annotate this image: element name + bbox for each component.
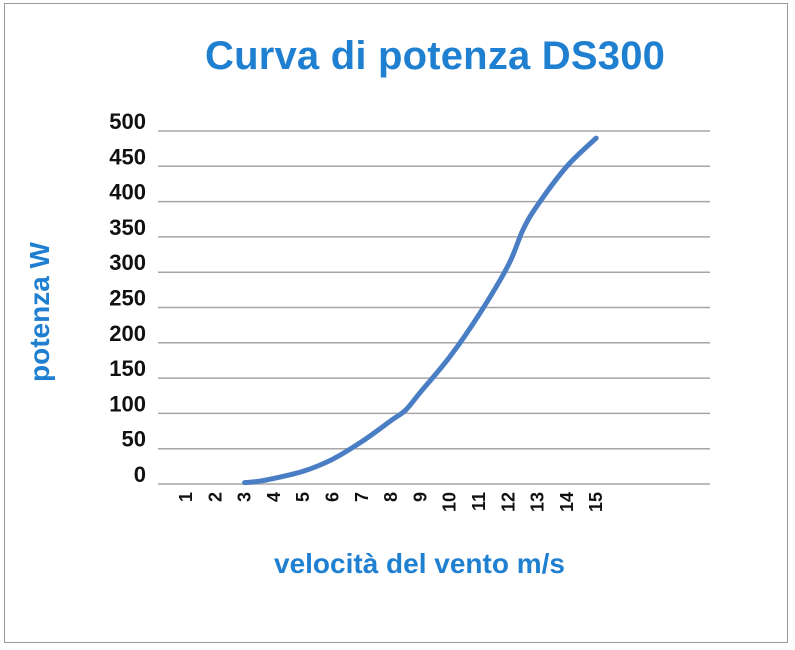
chart-title: Curva di potenza DS300 bbox=[205, 34, 666, 78]
x-tick-14: 14 bbox=[557, 492, 577, 512]
series-line-0 bbox=[242, 135, 599, 486]
x-tick-labels: 1 2 3 4 5 6 7 8 9 10 11 12 13 14 15 bbox=[176, 492, 606, 512]
x-tick-1: 1 bbox=[176, 492, 196, 502]
y-tick-350: 350 bbox=[109, 215, 146, 240]
x-tick-11: 11 bbox=[469, 492, 489, 511]
x-tick-7: 7 bbox=[352, 492, 372, 502]
grid-lines bbox=[158, 130, 710, 485]
chart-frame bbox=[4, 3, 788, 643]
x-tick-12: 12 bbox=[498, 492, 518, 512]
x-tick-9: 9 bbox=[410, 492, 430, 502]
x-tick-6: 6 bbox=[323, 492, 343, 502]
y-tick-labels: 0 50 100 150 200 250 300 350 400 450 500 bbox=[109, 109, 146, 487]
y-tick-250: 250 bbox=[109, 286, 146, 311]
x-tick-3: 3 bbox=[235, 492, 255, 502]
x-tick-4: 4 bbox=[264, 492, 284, 502]
y-tick-300: 300 bbox=[109, 250, 146, 275]
x-tick-8: 8 bbox=[381, 492, 401, 502]
y-tick-500: 500 bbox=[109, 109, 146, 134]
x-axis-label: velocità del vento m/s bbox=[274, 548, 565, 579]
y-tick-450: 450 bbox=[109, 144, 146, 169]
y-tick-200: 200 bbox=[109, 321, 146, 346]
x-tick-10: 10 bbox=[440, 492, 460, 512]
y-tick-150: 150 bbox=[109, 356, 146, 381]
x-tick-13: 13 bbox=[528, 492, 548, 512]
x-tick-2: 2 bbox=[205, 492, 225, 502]
y-tick-50: 50 bbox=[122, 427, 146, 452]
y-tick-0: 0 bbox=[134, 462, 146, 487]
y-tick-400: 400 bbox=[109, 180, 146, 205]
y-tick-100: 100 bbox=[109, 391, 146, 416]
x-tick-15: 15 bbox=[586, 492, 606, 512]
series-layer bbox=[242, 135, 599, 486]
x-tick-5: 5 bbox=[293, 492, 313, 502]
